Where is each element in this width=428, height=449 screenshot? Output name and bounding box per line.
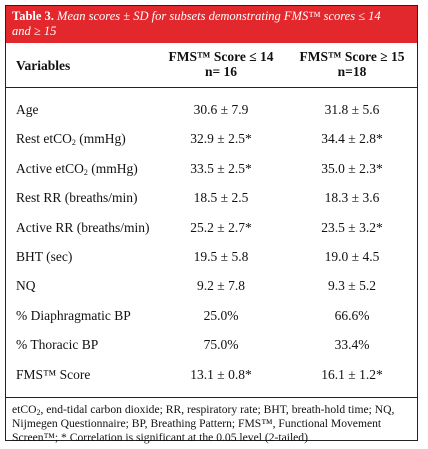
table-caption: Table 3. Mean scores ± SD for subsets de…	[6, 6, 417, 43]
row-variable: % Thoracic BP	[16, 337, 99, 352]
row-col2-value: 35.0 ± 2.3*	[321, 161, 383, 176]
table-row: FMS™ Score 13.1 ± 0.8* 16.1 ± 1.2*	[6, 366, 417, 384]
header-col2-n: n=18	[337, 64, 367, 79]
row-variable: Active RR (breaths/min)	[16, 220, 150, 235]
row-col1-value: 33.5 ± 2.5*	[190, 161, 252, 176]
caption-label: Table 3.	[12, 9, 54, 23]
row-col2-value: 19.0 ± 4.5	[324, 249, 380, 264]
row-col1-value: 18.5 ± 2.5	[193, 190, 249, 205]
row-col1-value: 75.0%	[203, 337, 239, 352]
row-variable: % Diaphragmatic BP	[16, 308, 131, 323]
header-col1-title: FMS™ Score ≤ 14	[168, 49, 274, 64]
row-variable: Rest RR (breaths/min)	[16, 190, 138, 205]
results-table: Table 3. Mean scores ± SD for subsets de…	[5, 5, 418, 444]
table-row: Active etCO2 (mmHg) 33.5 ± 2.5* 35.0 ± 2…	[6, 160, 417, 178]
row-col1-value: 13.1 ± 0.8*	[190, 367, 252, 382]
table-body: Age 30.6 ± 7.9 31.8 ± 5.6 Rest etCO2 (mm…	[6, 88, 417, 398]
row-col2-value: 34.4 ± 2.8*	[321, 131, 383, 146]
header-variables: Variables	[16, 58, 71, 73]
table-row: % Diaphragmatic BP 25.0% 66.6%	[6, 307, 417, 325]
row-col1-value: 32.9 ± 2.5*	[190, 131, 252, 146]
row-col1-value: 9.2 ± 7.8	[197, 278, 245, 293]
row-col1-value: 30.6 ± 7.9	[193, 102, 249, 117]
row-variable: NQ	[16, 278, 36, 293]
row-variable: Age	[16, 102, 39, 117]
row-col2-value: 66.6%	[334, 308, 370, 323]
row-col2-value: 31.8 ± 5.6	[324, 102, 380, 117]
row-variable: FMS™ Score	[16, 367, 91, 382]
table-row: % Thoracic BP 75.0% 33.4%	[6, 336, 417, 354]
row-col1-value: 19.5 ± 5.8	[193, 249, 249, 264]
row-col1-value: 25.2 ± 2.7*	[190, 220, 252, 235]
table-row: Active RR (breaths/min) 25.2 ± 2.7* 23.5…	[6, 219, 417, 237]
caption-text-line1: Mean scores ± SD for subsets demonstrati…	[57, 9, 381, 23]
table-row: Age 30.6 ± 7.9 31.8 ± 5.6	[6, 101, 417, 119]
header-col1-n: n= 16	[204, 64, 238, 79]
row-variable: Rest etCO2 (mmHg)	[16, 131, 126, 147]
table-header: Variables FMS™ Score ≤ 14 n= 16 FMS™ Sco…	[6, 43, 417, 88]
header-col2-title: FMS™ Score ≥ 15	[299, 49, 405, 64]
row-col2-value: 16.1 ± 1.2*	[321, 367, 383, 382]
table-row: Rest RR (breaths/min) 18.5 ± 2.5 18.3 ± …	[6, 189, 417, 207]
header-col2: FMS™ Score ≥ 15 n=18	[288, 49, 416, 79]
row-col2-value: 33.4%	[334, 337, 370, 352]
caption-text-line2: and ≥ 15	[12, 24, 57, 38]
header-col1: FMS™ Score ≤ 14 n= 16	[154, 49, 288, 79]
table-row: Rest etCO2 (mmHg) 32.9 ± 2.5* 34.4 ± 2.8…	[6, 130, 417, 148]
row-col2-value: 9.3 ± 5.2	[328, 278, 376, 293]
table-footnote: etCO2, end-tidal carbon dioxide; RR, res…	[12, 403, 395, 444]
row-col1-value: 25.0%	[203, 308, 239, 323]
row-variable: Active etCO2 (mmHg)	[16, 161, 138, 177]
row-col2-value: 23.5 ± 3.2*	[321, 220, 383, 235]
row-variable: BHT (sec)	[16, 249, 73, 264]
table-row: NQ 9.2 ± 7.8 9.3 ± 5.2	[6, 277, 417, 295]
row-col2-value: 18.3 ± 3.6	[324, 190, 380, 205]
table-row: BHT (sec) 19.5 ± 5.8 19.0 ± 4.5	[6, 248, 417, 266]
